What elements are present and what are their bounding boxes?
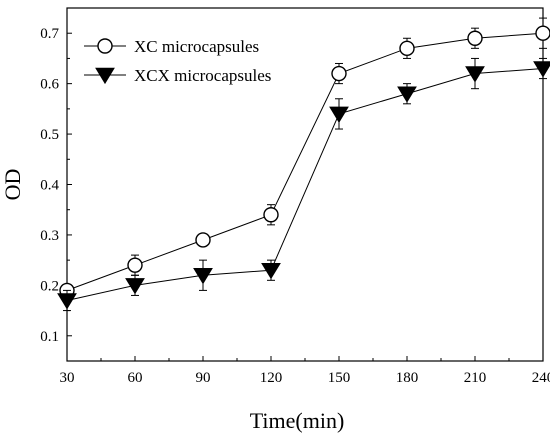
x-tick-label: 120 [260, 370, 283, 386]
x-tick-label: 90 [196, 370, 211, 386]
legend-label: XCX microcapsules [134, 66, 271, 85]
plot-area [66, 7, 544, 362]
data-point [465, 66, 485, 83]
y-tick-label: 0.3 [40, 228, 59, 244]
data-point [195, 232, 211, 248]
legend-label: XC microcapsules [134, 37, 259, 56]
y-tick-label: 0.1 [40, 329, 59, 345]
data-point [399, 40, 415, 57]
data-point [533, 61, 550, 78]
y-tick-label: 0.7 [40, 26, 59, 42]
x-tick-label: 240 [532, 370, 550, 386]
data-point [57, 293, 77, 310]
legend-marker [97, 38, 113, 54]
y-axis-title: OD [0, 169, 25, 201]
y-axis: 0.1 0.2 0.3 0.4 0.5 0.6 0.7 [40, 26, 72, 345]
x-axis-title: Time(min) [250, 408, 345, 433]
x-tick-label: 30 [60, 370, 75, 386]
x-tick-label: 150 [328, 370, 351, 386]
data-point [127, 257, 143, 273]
data-point [261, 262, 281, 280]
x-axis: 30 60 90 120 150 180 210 240 [60, 356, 550, 386]
data-point [397, 86, 417, 103]
series-line [66, 68, 544, 301]
legend: XC microcapsules XCX microcapsules [84, 37, 271, 85]
y-tick-label: 0.6 [40, 77, 59, 93]
data-point [331, 65, 347, 82]
series-layer [57, 17, 550, 312]
data-point [467, 30, 483, 46]
series-line [66, 32, 544, 291]
series-1 [59, 17, 550, 299]
plot-frame [66, 7, 544, 362]
data-point [125, 278, 145, 295]
y-tick-label: 0.5 [40, 127, 59, 143]
data-point [193, 268, 213, 285]
data-point [329, 106, 349, 123]
x-tick-label: 60 [128, 370, 143, 386]
data-point [263, 207, 279, 223]
series-2 [57, 57, 550, 312]
data-point [535, 25, 550, 41]
x-tick-label: 180 [396, 370, 419, 386]
x-tick-label: 210 [464, 370, 487, 386]
y-tick-label: 0.2 [40, 278, 59, 294]
legend-marker [95, 67, 115, 85]
y-tick-label: 0.4 [40, 178, 59, 194]
